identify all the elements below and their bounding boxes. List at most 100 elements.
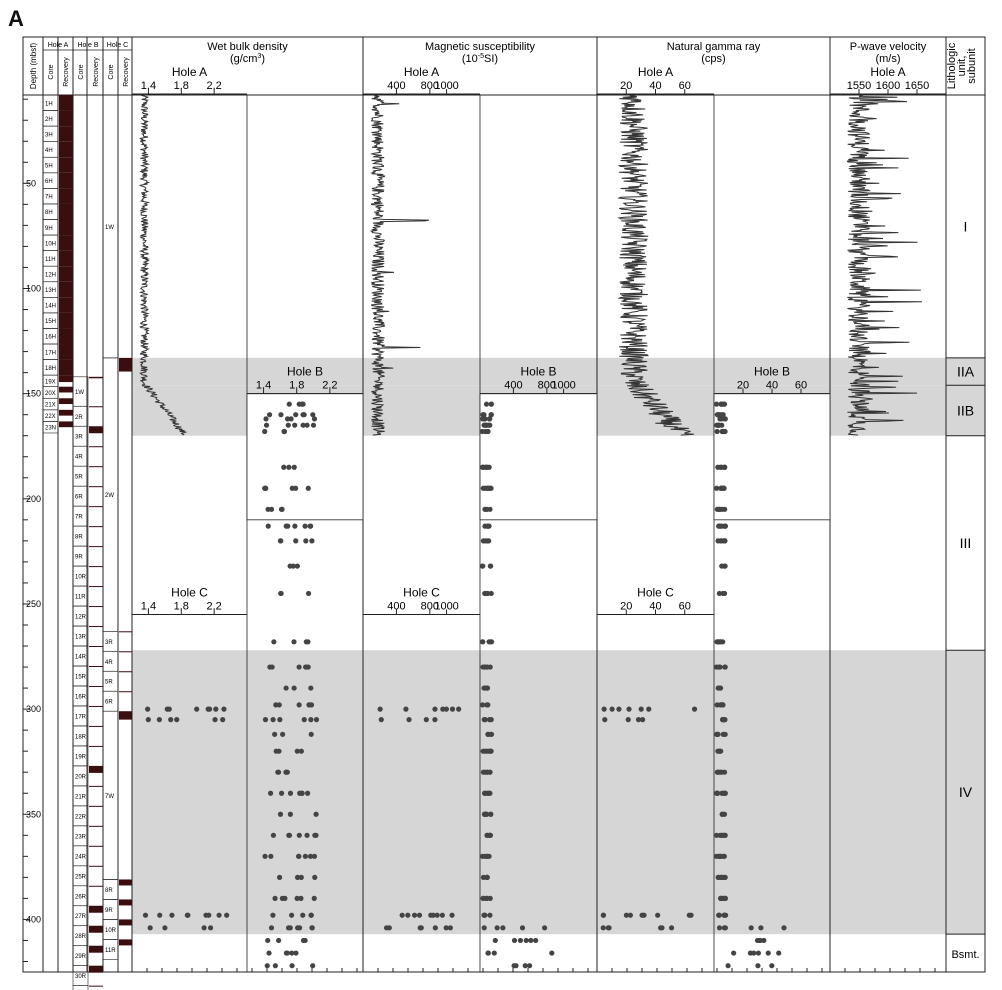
- hole-b-recovery-bar: [89, 825, 103, 827]
- hole-a-core-label: 9H: [45, 226, 53, 232]
- hole-b-point: [312, 832, 318, 838]
- hole-a-core-label: 5H: [45, 164, 53, 170]
- hole-b-point: [276, 702, 282, 708]
- hole-b-point: [721, 769, 728, 775]
- hole-b-point: [482, 664, 488, 670]
- hole-b-point: [277, 811, 284, 817]
- hole-b-point: [296, 853, 302, 859]
- hole-b-point: [291, 639, 297, 645]
- hole-b-recovery-bar: [89, 506, 103, 508]
- axis-tick-label: 2.2: [322, 380, 337, 392]
- chart-frame: [22, 36, 986, 973]
- hole-c-recovery-bar: [119, 879, 132, 886]
- hole-b-core-label: 4R: [75, 455, 83, 461]
- hole-a-recovery-bar: [59, 375, 73, 383]
- hole-b-point: [758, 925, 764, 931]
- panel-label: A: [8, 6, 24, 31]
- hole-b-point: [485, 538, 491, 544]
- hole-b-point: [281, 428, 288, 435]
- hole-b-point: [309, 538, 315, 544]
- hole-b-core-label: 22R: [75, 814, 87, 820]
- hole-a-core-label: 17H: [45, 350, 56, 356]
- hole-b-point: [277, 717, 283, 723]
- hole-b-point: [276, 748, 282, 754]
- hole-b-point: [488, 401, 494, 407]
- hole-b-point: [305, 485, 311, 491]
- hole-b-point: [294, 748, 300, 754]
- hole-b-point: [480, 769, 487, 775]
- hole-c-point: [430, 912, 436, 918]
- hole-b-recovery-bar: [89, 426, 103, 434]
- hole-b-point: [513, 963, 519, 969]
- hole-b-core-label: 18R: [75, 734, 87, 740]
- hole-c-recovery-bar: [119, 691, 132, 693]
- axis-tick-label: 20: [620, 80, 632, 92]
- hole-b-point: [522, 963, 528, 969]
- hole-b-point: [298, 895, 304, 901]
- hole-b-point: [308, 717, 314, 723]
- hole-b-point: [311, 853, 318, 859]
- hole-b-box: [479, 393, 598, 521]
- hole-b-point: [270, 717, 276, 723]
- hole-b-point: [776, 950, 782, 956]
- hole-b-point: [301, 717, 307, 723]
- hole-b-point: [278, 590, 284, 597]
- hole-b-recovery-bar: [89, 925, 103, 933]
- hole-a-core-label: 18H: [45, 366, 56, 372]
- hole-b-point: [719, 874, 725, 880]
- axis-tick-label: 20: [620, 600, 632, 612]
- hole-b-point: [719, 412, 725, 418]
- hole-c-point: [194, 706, 200, 712]
- hole-column-header: Hole B: [77, 42, 98, 49]
- hole-b-point: [533, 937, 539, 944]
- hole-b-point: [294, 895, 300, 901]
- hole-b-point: [307, 853, 314, 859]
- panel-title: P-wave velocity: [850, 41, 927, 53]
- hole-a-log-trace: [369, 94, 430, 436]
- hole-b-point: [296, 702, 302, 708]
- hole-b-point: [487, 790, 493, 796]
- hole-b-point: [303, 664, 309, 670]
- depth-axis-label: Depth (mbsf): [29, 43, 38, 90]
- hole-a-core-label: 1H: [45, 101, 53, 107]
- hole-b-core-label: 28R: [75, 934, 87, 940]
- hole-b-core-label: 11R: [75, 595, 86, 601]
- hole-b-point: [268, 853, 274, 859]
- hole-b-point: [720, 717, 727, 723]
- hole-a-core-label: 14H: [45, 304, 56, 310]
- hole-c-point: [605, 925, 611, 931]
- hole-a-recovery-bar: [59, 398, 73, 405]
- hole-b-point: [293, 538, 299, 544]
- hole-b-point: [721, 925, 728, 931]
- axis-tick-label: 1550: [847, 80, 871, 92]
- hole-b-point: [481, 912, 487, 918]
- hole-b-point: [491, 950, 497, 956]
- axis-tick-label: 1000: [434, 600, 458, 612]
- hole-c-point: [206, 706, 213, 712]
- hole-c-point: [184, 912, 190, 918]
- axis-tick-label: 60: [679, 80, 691, 92]
- hole-b-core-label: 21R: [75, 794, 87, 800]
- hole-c-point: [432, 706, 438, 712]
- hole-b-point: [271, 639, 277, 645]
- hole-c-point: [432, 717, 438, 723]
- unit-label-IIA: IIA: [957, 364, 975, 380]
- axis-tick-label: 1.8: [174, 80, 189, 92]
- hole-b-core-label: 16R: [75, 694, 87, 700]
- hole-b-recovery-bar: [89, 905, 103, 913]
- hole-b-point: [299, 790, 305, 796]
- hole-a-core-label: 19X: [45, 379, 56, 385]
- hole-c-point: [416, 912, 423, 918]
- axis-tick-label: 40: [766, 380, 778, 392]
- hole-c-core-box: [102, 939, 119, 960]
- hole-c-point: [623, 912, 630, 918]
- panel-unit: (10-5SI): [462, 53, 498, 65]
- hole-b-point: [266, 950, 272, 956]
- hole-b-point: [292, 523, 298, 529]
- hole-b-recovery-bar: [89, 665, 103, 667]
- hole-c-point: [443, 706, 449, 712]
- hole-b-point: [310, 963, 316, 969]
- hole-a-recovery-bar: [59, 386, 73, 393]
- hole-b-recovery-bar: [89, 466, 103, 468]
- hole-c-point: [142, 912, 149, 918]
